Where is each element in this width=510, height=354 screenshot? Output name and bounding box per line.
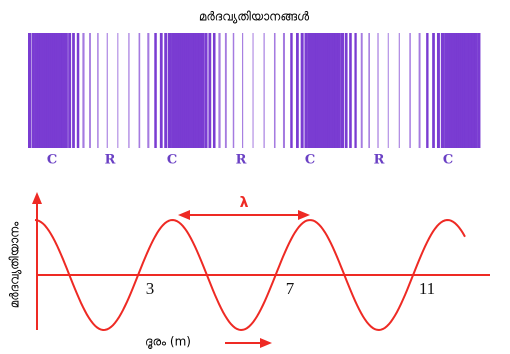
stripe: [419, 33, 421, 148]
stripe: [201, 33, 204, 148]
arrow-head: [178, 210, 190, 220]
stripe: [147, 33, 149, 148]
stripe: [274, 33, 276, 148]
stripe: [77, 33, 80, 148]
pattern-label: C: [167, 153, 177, 168]
stripe: [72, 33, 75, 148]
stripe: [471, 33, 474, 148]
stripe: [65, 33, 68, 148]
stripe: [301, 33, 304, 148]
stripe: [82, 33, 84, 148]
stripe: [139, 33, 141, 148]
distance-mark: 3: [146, 279, 155, 298]
stripe: [338, 33, 341, 148]
stripe: [32, 33, 35, 148]
stripe: [361, 33, 363, 148]
arrow-head: [298, 210, 310, 220]
stripe: [441, 33, 444, 148]
stripe: [208, 33, 211, 148]
stripe: [97, 33, 98, 148]
pattern-label: C: [443, 153, 453, 168]
stripe: [164, 33, 167, 148]
stripe: [437, 33, 440, 148]
title: മർദവ്യതിയാനങ്ങൾ: [199, 10, 310, 24]
stripe: [432, 33, 435, 148]
stripe: [409, 33, 410, 148]
stripe: [218, 33, 220, 148]
stripe: [345, 33, 348, 148]
pattern-label: C: [47, 153, 57, 168]
stripe: [290, 33, 292, 148]
stripe: [444, 33, 447, 148]
stripe: [213, 33, 216, 148]
stripe: [349, 33, 352, 148]
x-label: ദൂരം (m): [145, 335, 191, 350]
y-label: മർദവ്യതിയാനം: [8, 221, 22, 308]
stripe: [198, 33, 201, 148]
stripe: [354, 33, 356, 148]
stripe: [62, 33, 65, 148]
diagram: മർദവ്യതിയാനങ്ങൾ C R C R C R C λ മർദവ്യതിയാനം ദ…: [0, 0, 510, 354]
stripe: [89, 33, 91, 148]
y-arrow: [32, 192, 42, 204]
stripe: [477, 33, 480, 148]
stripe: [205, 33, 208, 148]
arrow-head: [260, 338, 272, 348]
distance-mark: 11: [419, 279, 435, 298]
distance-mark: 7: [286, 279, 295, 298]
stripe: [296, 33, 299, 148]
stripe: [28, 33, 31, 148]
stripe: [304, 33, 307, 148]
stripe: [68, 33, 71, 148]
stripe: [225, 33, 227, 148]
stripe: [335, 33, 338, 148]
stripe: [168, 33, 171, 148]
stripe: [426, 33, 428, 148]
stripe: [388, 33, 389, 148]
stripe: [253, 33, 254, 148]
pattern-label: C: [305, 153, 315, 168]
stripe: [368, 33, 370, 148]
stripe: [233, 33, 234, 148]
stripe: [474, 33, 477, 148]
stripe: [399, 33, 400, 148]
stripe: [264, 33, 265, 148]
stripe: [242, 33, 243, 148]
stripe: [341, 33, 344, 148]
stripe: [117, 33, 118, 148]
stripe: [377, 33, 378, 148]
graph: [32, 192, 490, 348]
stripe: [160, 33, 163, 148]
stripe: [283, 33, 285, 148]
pattern-label: R: [236, 153, 247, 168]
stripe: [308, 33, 311, 148]
pressure-stripes: [28, 33, 480, 148]
wavelength-label: λ: [240, 195, 249, 211]
pattern-label: R: [105, 153, 116, 168]
stripe: [107, 33, 108, 148]
stripe: [154, 33, 157, 148]
stripe: [128, 33, 129, 148]
pattern-label: R: [374, 153, 385, 168]
